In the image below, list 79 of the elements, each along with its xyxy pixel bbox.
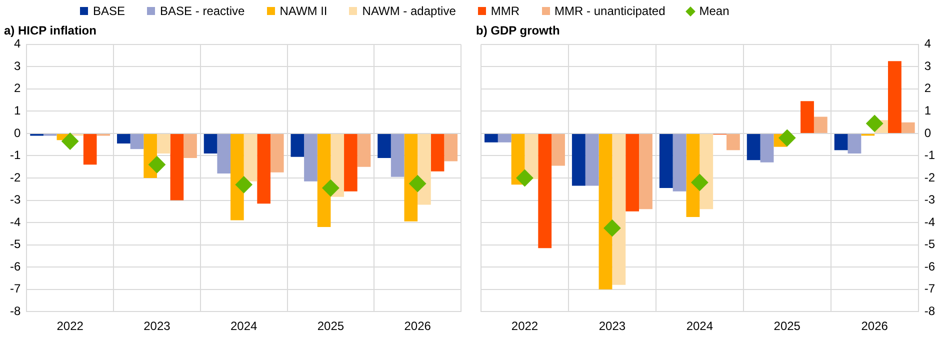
- y-tick-label: -3: [10, 192, 21, 207]
- y-tick-label: -8: [10, 304, 21, 318]
- y-tick-label: 0: [924, 126, 932, 140]
- y-tick-label: -3: [924, 192, 936, 207]
- bar: [814, 116, 828, 133]
- y-tick-label: 4: [14, 36, 21, 51]
- y-tick-label: -5: [10, 237, 21, 252]
- y-tick-label: 1: [924, 104, 932, 118]
- point: [62, 132, 79, 150]
- bar: [598, 134, 612, 290]
- x-tick-label: 2024: [686, 319, 714, 334]
- chart-title: a) HICP inflation: [4, 24, 96, 38]
- y-tick-label: 3: [14, 58, 21, 73]
- bar: [800, 101, 814, 133]
- bar: [585, 134, 599, 186]
- bar: [552, 134, 565, 166]
- bar: [659, 134, 673, 188]
- bar: [834, 134, 848, 150]
- y-tick-label: -1: [924, 148, 936, 162]
- bar: [726, 134, 740, 150]
- y-tick-label: 4: [924, 36, 932, 51]
- bar: [498, 134, 512, 142]
- legend-label: MMR: [490, 4, 520, 18]
- y-tick-label: 2: [14, 81, 21, 96]
- bar: [672, 134, 686, 192]
- bar: [686, 134, 700, 217]
- legend-label: BASE: [93, 4, 126, 18]
- y-tick-label: -7: [924, 282, 936, 296]
- x-tick-label: 2025: [774, 319, 801, 334]
- bar: [639, 134, 652, 210]
- bar: [538, 134, 552, 248]
- point: [516, 170, 534, 186]
- x-tick-label: 2023: [598, 319, 626, 334]
- y-tick-label: -6: [924, 259, 936, 274]
- legend-label: NAWM - adaptive: [362, 4, 456, 18]
- point: [691, 174, 708, 191]
- x-tick-label: 2025: [317, 319, 344, 334]
- x-tick-label: 2024: [230, 319, 258, 334]
- x-tick-label: 2023: [144, 319, 171, 334]
- point: [235, 176, 252, 194]
- bar: [901, 122, 915, 133]
- x-tick-label: 2026: [404, 319, 432, 334]
- bar: [626, 134, 640, 212]
- y-tick-label: -4: [924, 214, 936, 229]
- legend-label: Mean: [699, 4, 730, 18]
- y-tick-label: -7: [10, 282, 21, 296]
- legend-label: NAWM II: [280, 4, 328, 18]
- y-tick-label: -8: [924, 304, 936, 318]
- y-tick-label: 0: [14, 126, 21, 140]
- point: [604, 220, 621, 237]
- point: [409, 175, 426, 192]
- y-tick-label: 3: [924, 58, 932, 73]
- x-tick-label: 2026: [861, 319, 888, 334]
- y-tick-label: -5: [924, 237, 936, 252]
- legend-label: BASE - reactive: [160, 4, 245, 18]
- bar: [848, 134, 862, 154]
- point: [322, 180, 340, 197]
- y-tick-label: -4: [10, 214, 21, 229]
- bar: [612, 134, 626, 285]
- chart-title: b) GDP growth: [476, 24, 560, 38]
- y-tick-label: 1: [14, 104, 21, 118]
- x-tick-label: 2022: [56, 319, 84, 334]
- bar: [760, 134, 774, 162]
- bar: [484, 134, 498, 142]
- y-tick-label: -1: [10, 148, 21, 162]
- legend-label: MMR - unanticipated: [554, 4, 666, 18]
- bar: [524, 134, 538, 180]
- y-tick-label: -2: [10, 170, 21, 184]
- bar: [700, 134, 714, 210]
- y-tick-label: -6: [10, 259, 21, 274]
- point: [866, 114, 884, 132]
- x-tick-label: 2022: [511, 319, 538, 334]
- y-tick-label: -2: [924, 170, 936, 184]
- bar: [746, 134, 760, 160]
- point: [778, 129, 796, 146]
- point: [148, 156, 166, 174]
- y-tick-label: 2: [924, 81, 932, 96]
- bar: [888, 61, 902, 133]
- bar: [572, 134, 586, 186]
